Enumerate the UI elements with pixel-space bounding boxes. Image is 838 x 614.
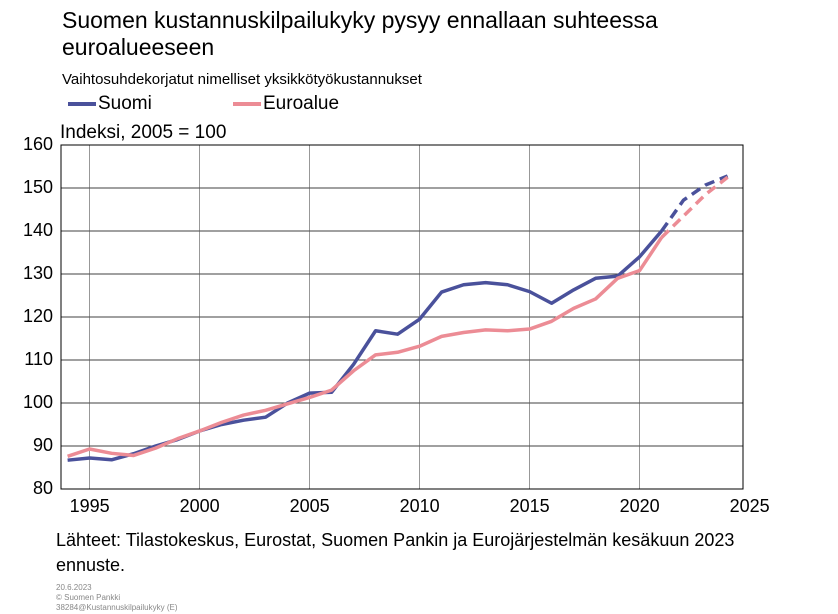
y-tick-label: 140	[23, 220, 53, 240]
x-tick-label: 2010	[400, 496, 440, 516]
x-tick-label: 2020	[620, 496, 660, 516]
x-tick-label: 2015	[510, 496, 550, 516]
source: ennuste.	[56, 555, 125, 575]
forecast-line	[660, 174, 729, 233]
series-line	[67, 236, 664, 458]
chart-title: euroalueeseen	[62, 34, 214, 60]
x-tick-label: 2000	[180, 496, 220, 516]
chart-title: Suomen kustannuskilpailukyky pysyy ennal…	[62, 7, 658, 33]
footer: 38284@Kustannuskilpailukyky (E)	[56, 603, 178, 612]
footer: 20.6.2023	[56, 583, 92, 592]
y-tick-label: 110	[24, 349, 53, 369]
forecast-line	[660, 175, 729, 239]
y-axis-label: Indeksi, 2005 = 100	[60, 122, 226, 143]
legend-label: Suomi	[98, 93, 152, 114]
y-tick-label: 150	[23, 177, 53, 197]
x-tick-label: 1995	[70, 496, 110, 516]
plot-frame	[60, 144, 744, 490]
y-tick-label: 130	[23, 263, 53, 283]
x-tick-label: 2005	[290, 496, 330, 516]
y-tick-label: 160	[23, 134, 53, 154]
chart-subtitle: Vaihtosuhdekorjatut nimelliset yksikköty…	[62, 71, 423, 88]
y-tick-label: 120	[23, 306, 53, 326]
x-tick-label: 2025	[730, 496, 770, 516]
footer: © Suomen Pankki	[56, 593, 120, 602]
series-line	[67, 229, 663, 462]
y-tick-label: 100	[23, 392, 53, 412]
legend-label: Euroalue	[263, 93, 339, 114]
y-tick-label: 90	[33, 435, 53, 455]
source: Lähteet: Tilastokeskus, Eurostat, Suomen…	[56, 530, 734, 550]
y-tick-label: 80	[33, 478, 53, 498]
